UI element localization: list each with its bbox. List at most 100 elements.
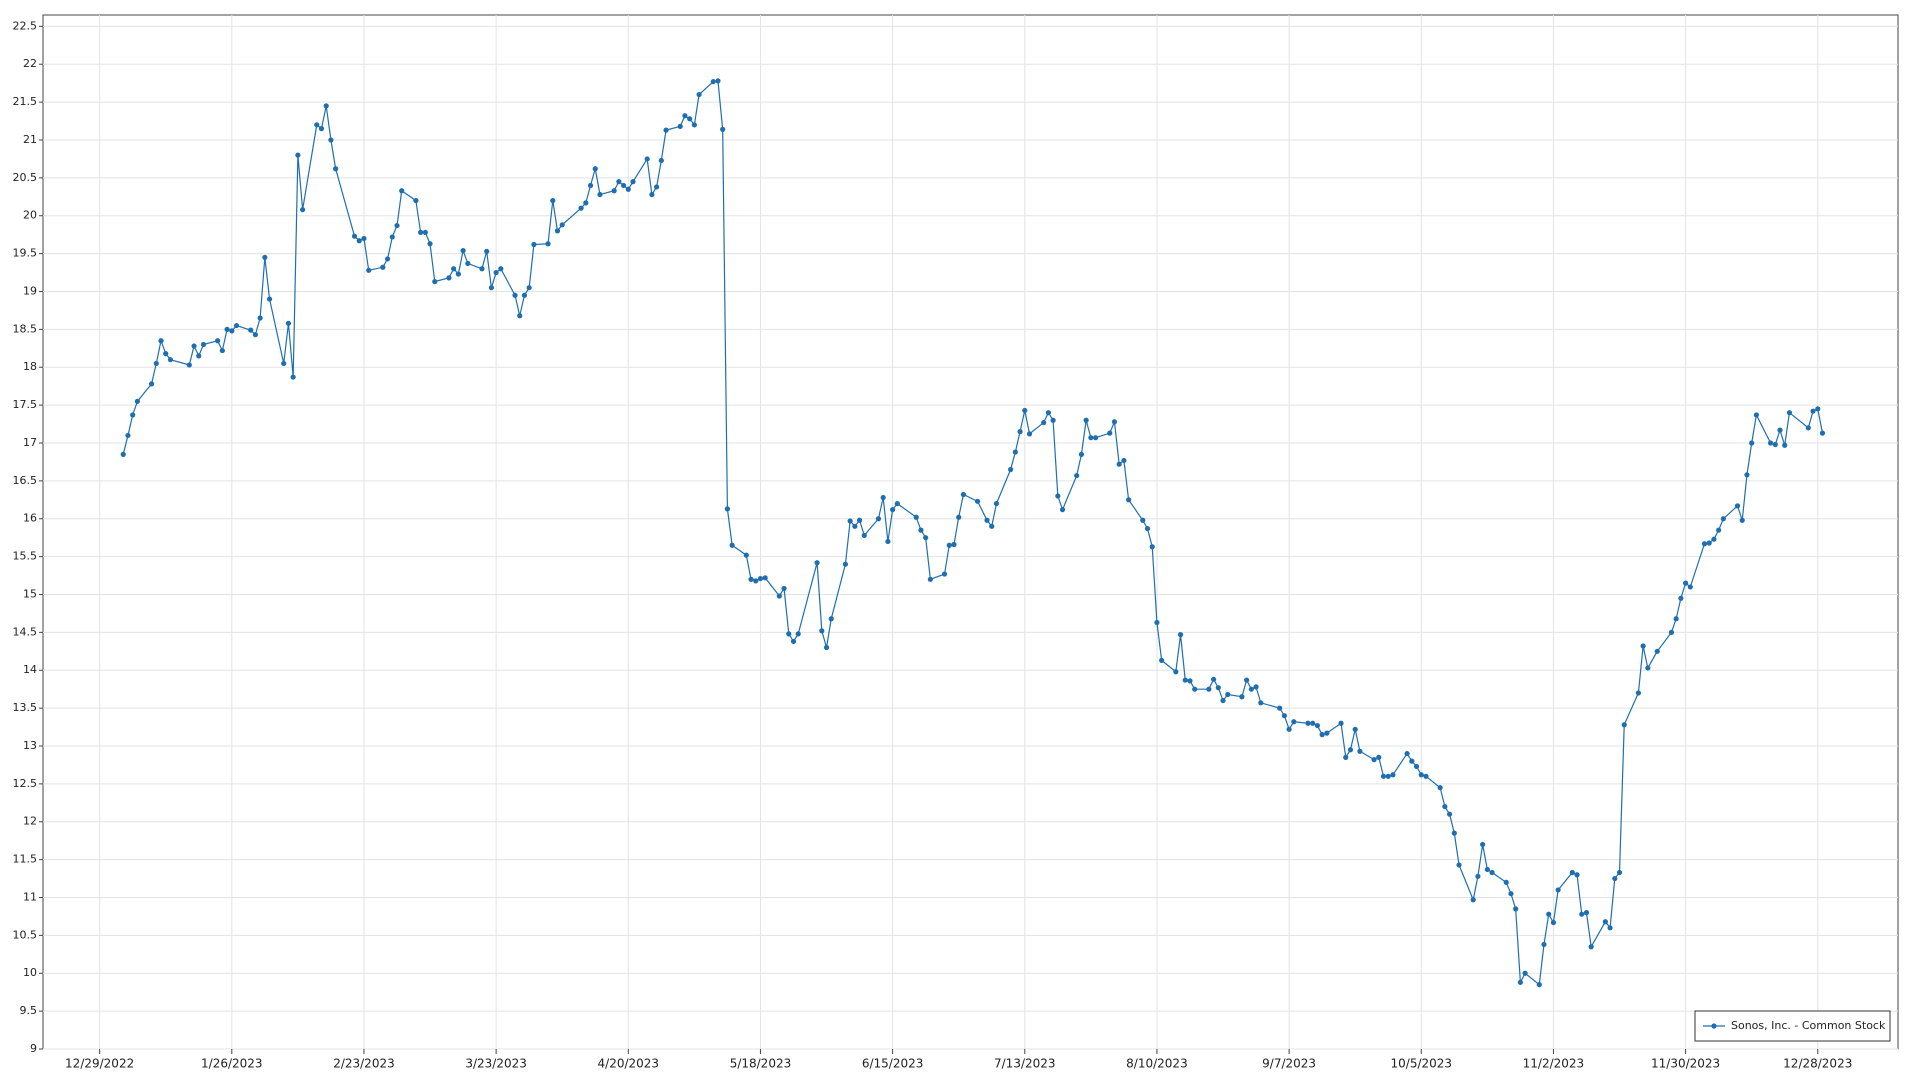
data-point <box>1786 410 1793 416</box>
data-point <box>163 351 169 357</box>
data-point <box>1673 616 1679 622</box>
data-point <box>1319 732 1325 738</box>
data-point <box>120 451 126 457</box>
data-point <box>1092 435 1099 441</box>
data-point <box>993 500 1000 507</box>
y-tick-label: 17.5 <box>13 398 38 411</box>
data-point <box>219 347 225 354</box>
data-point <box>1277 705 1283 711</box>
data-point <box>583 200 589 206</box>
data-point <box>1286 726 1292 732</box>
data-point <box>1588 944 1594 950</box>
y-tick-label: 22.5 <box>13 19 38 32</box>
data-point <box>1640 643 1646 649</box>
data-point <box>328 137 334 143</box>
data-point <box>776 593 782 599</box>
data-point <box>1744 472 1750 478</box>
data-point <box>413 197 419 204</box>
series-line <box>122 80 1824 986</box>
data-point <box>941 571 948 577</box>
data-point <box>795 631 801 637</box>
data-point <box>1720 516 1726 522</box>
data-point <box>847 518 853 524</box>
data-point <box>1772 441 1778 448</box>
data-point <box>1546 911 1552 917</box>
data-point <box>134 398 141 404</box>
x-tick-label: 7/13/2023 <box>994 1057 1056 1071</box>
data-point <box>356 238 362 244</box>
data-point <box>1173 669 1179 675</box>
y-tick-label: 9 <box>30 1042 37 1055</box>
data-point <box>894 500 900 507</box>
data-point <box>587 182 594 189</box>
data-point <box>913 514 919 520</box>
data-point <box>290 374 296 380</box>
y-tick-label: 18 <box>23 360 37 373</box>
data-point <box>989 523 995 529</box>
data-point <box>1635 690 1641 696</box>
data-point <box>762 575 768 581</box>
data-point <box>1347 747 1354 753</box>
data-point <box>1055 493 1061 499</box>
data-point <box>1017 429 1023 435</box>
y-tick-label: 22 <box>23 57 37 70</box>
data-point <box>611 188 617 194</box>
data-point <box>1159 657 1165 663</box>
data-point <box>1682 580 1689 586</box>
data-point <box>1819 430 1826 436</box>
y-tick-label: 12 <box>23 815 37 828</box>
data-point <box>1220 697 1226 704</box>
data-point <box>1324 730 1330 736</box>
y-tick-label: 16.5 <box>13 474 38 487</box>
data-point <box>578 205 584 211</box>
data-point <box>1805 425 1811 431</box>
data-point <box>1701 541 1708 547</box>
data-point <box>1480 841 1486 848</box>
data-point <box>224 326 230 332</box>
data-point <box>1423 773 1429 779</box>
data-point <box>1310 720 1316 726</box>
data-point <box>1041 419 1047 426</box>
data-point <box>1409 758 1415 764</box>
data-point <box>1522 970 1528 976</box>
data-point <box>852 523 858 529</box>
data-point <box>1352 726 1358 732</box>
data-point <box>1281 713 1287 719</box>
y-tick-label: 10.5 <box>13 928 38 941</box>
data-point <box>1380 773 1387 779</box>
data-point <box>1437 785 1443 791</box>
data-point <box>1612 875 1618 882</box>
data-point <box>677 123 683 129</box>
data-point <box>1484 866 1490 873</box>
data-point <box>1470 897 1476 903</box>
data-point <box>696 91 702 98</box>
data-point <box>625 186 631 192</box>
data-point <box>923 535 929 541</box>
data-point <box>592 166 598 172</box>
data-point <box>451 266 457 272</box>
data-point <box>1008 466 1014 473</box>
x-tick-label: 11/30/2023 <box>1651 1057 1720 1071</box>
data-point <box>130 412 136 418</box>
data-point <box>1404 750 1410 757</box>
data-point <box>1343 754 1349 760</box>
data-point <box>1215 685 1221 691</box>
data-point <box>1579 911 1585 917</box>
data-point <box>418 229 424 236</box>
data-point <box>1749 440 1755 446</box>
data-point <box>1602 919 1608 925</box>
data-point <box>620 182 627 189</box>
data-point <box>300 207 306 213</box>
data-point <box>1078 451 1085 457</box>
data-point <box>285 320 292 326</box>
data-point <box>1107 430 1113 436</box>
data-point <box>1777 427 1783 433</box>
y-tick-label: 11.5 <box>13 853 38 866</box>
data-point <box>1187 678 1193 684</box>
data-point <box>545 241 551 247</box>
data-point <box>526 285 532 291</box>
data-point <box>196 353 202 359</box>
data-point <box>1390 772 1396 778</box>
x-tick-label: 12/29/2022 <box>65 1057 134 1071</box>
